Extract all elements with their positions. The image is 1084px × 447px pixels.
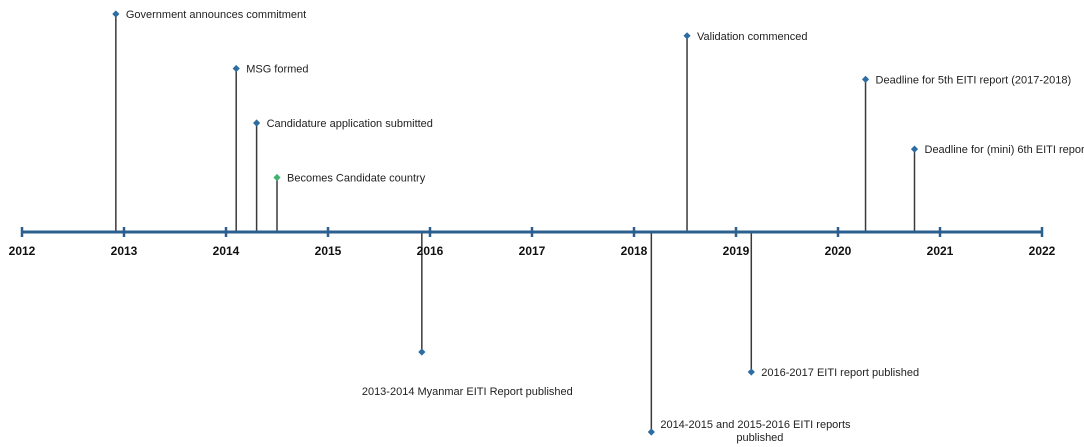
milestone-diamond-icon — [647, 428, 655, 436]
milestone-diamond-icon — [253, 119, 261, 127]
event-label-line: Government announces commitment — [126, 9, 306, 21]
event-label: Candidature application submitted — [267, 118, 433, 130]
year-label-2018: 2018 — [621, 244, 648, 258]
event-label-line: Deadline for 5th EITI report (2017-2018) — [876, 74, 1072, 86]
year-label-2015: 2015 — [315, 244, 342, 258]
year-label-2014: 2014 — [213, 244, 240, 258]
year-labels: 2012 2013 2014 2015 2016 2017 2018 2019 2020 2021… — [9, 244, 1056, 258]
milestone-diamond-icon — [683, 32, 691, 40]
milestone-diamond-icon — [747, 368, 755, 376]
event-label: MSG formed — [246, 64, 308, 76]
milestone-diamond-icon — [232, 64, 240, 73]
event-label-line: 2013-2014 Myanmar EITI Report published — [362, 386, 573, 398]
event-label: 2014-2015 and 2015-2016 EITI reports publ… — [660, 419, 851, 444]
event-label: 2016-2017 EITI report published — [761, 367, 919, 379]
year-label-2013: 2013 — [111, 244, 138, 258]
year-label-2022: 2022 — [1029, 244, 1056, 258]
event-label: Deadline for (mini) 6th EITI report — [925, 144, 1084, 156]
event-label-line: Validation commenced — [697, 31, 807, 43]
event-label: Becomes Candidate country — [287, 173, 426, 185]
event-markers — [112, 10, 919, 436]
year-label-2016: 2016 — [417, 244, 444, 258]
candidate-milestone-icon — [273, 173, 281, 182]
event-label: Government announces commitment — [126, 9, 306, 21]
year-label-2012: 2012 — [9, 244, 36, 258]
milestone-diamond-icon — [418, 348, 426, 356]
event-label-line: Deadline for (mini) 6th EITI report — [925, 144, 1084, 156]
event-label-line: Becomes Candidate country — [287, 173, 426, 185]
event-stems — [115, 14, 916, 432]
event-label: 2013-2014 Myanmar EITI Report published — [362, 386, 573, 398]
milestone-diamond-icon — [861, 75, 870, 83]
event-label: Validation commenced — [697, 31, 807, 43]
event-label-line: Candidature application submitted — [267, 118, 433, 130]
event-label-line: MSG formed — [246, 64, 308, 76]
event-label-line: 2014-2015 and 2015-2016 EITI reports — [660, 419, 851, 431]
year-label-2019: 2019 — [723, 244, 750, 258]
event-label-line: 2016-2017 EITI report published — [761, 367, 919, 379]
year-ticks — [20, 227, 1044, 237]
year-label-2021: 2021 — [927, 244, 954, 258]
event-label: Deadline for 5th EITI report (2017-2018) — [876, 74, 1072, 86]
milestone-diamond-icon — [910, 145, 919, 153]
milestone-diamond-icon — [112, 10, 120, 18]
event-label-line: published — [736, 432, 783, 444]
event-labels: Government announces commitment MSG forme… — [126, 9, 1084, 444]
year-label-2020: 2020 — [825, 244, 852, 258]
year-label-2017: 2017 — [519, 244, 546, 258]
